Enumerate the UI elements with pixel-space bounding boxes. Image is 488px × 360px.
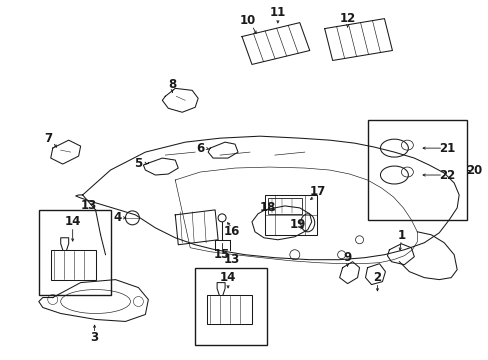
Text: 5: 5 bbox=[134, 157, 142, 170]
Text: 22: 22 bbox=[438, 168, 454, 181]
Text: 16: 16 bbox=[224, 225, 240, 238]
Text: 6: 6 bbox=[196, 141, 204, 155]
Text: 3: 3 bbox=[90, 331, 99, 344]
Text: 2: 2 bbox=[373, 271, 381, 284]
Text: 20: 20 bbox=[465, 163, 481, 176]
Text: 9: 9 bbox=[343, 251, 351, 264]
Text: 21: 21 bbox=[438, 141, 454, 155]
Text: 18: 18 bbox=[259, 201, 276, 215]
Bar bbox=[51, 250, 95, 280]
Text: 11: 11 bbox=[269, 6, 285, 19]
Text: 19: 19 bbox=[289, 218, 305, 231]
Bar bbox=[264, 195, 316, 235]
Bar bbox=[367, 120, 466, 220]
Bar bbox=[39, 210, 110, 294]
Text: 8: 8 bbox=[168, 78, 176, 91]
Bar bbox=[195, 268, 266, 345]
Text: 12: 12 bbox=[339, 12, 355, 25]
Text: 14: 14 bbox=[64, 215, 81, 228]
Text: 14: 14 bbox=[220, 271, 236, 284]
Text: 4: 4 bbox=[113, 211, 122, 224]
Text: 13: 13 bbox=[81, 199, 97, 212]
Bar bbox=[207, 294, 251, 324]
Text: 7: 7 bbox=[44, 132, 53, 145]
Text: 10: 10 bbox=[240, 14, 256, 27]
Text: 13: 13 bbox=[224, 253, 240, 266]
Text: 17: 17 bbox=[309, 185, 325, 198]
Bar bbox=[267, 198, 301, 214]
Text: 1: 1 bbox=[397, 229, 405, 242]
Text: 15: 15 bbox=[213, 248, 230, 261]
